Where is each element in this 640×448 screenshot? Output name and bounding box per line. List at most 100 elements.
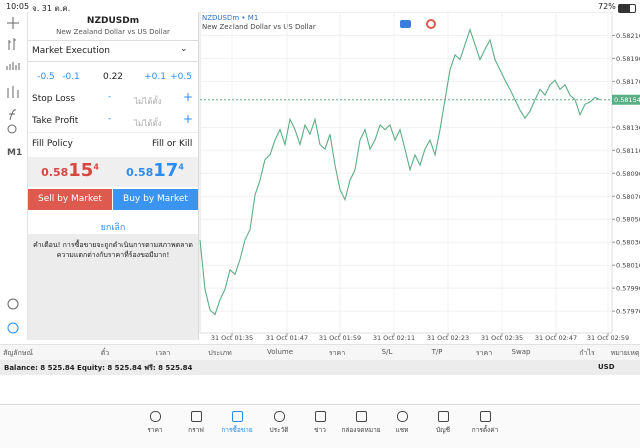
divider: [28, 132, 198, 133]
volume[interactable]: 0.22: [102, 72, 124, 82]
take-profit-minus[interactable]: -: [108, 114, 112, 124]
x-tick-label: 31 Oct 02:35: [481, 334, 523, 340]
one-click-icon[interactable]: [400, 20, 411, 28]
x-tick-label: 31 Oct 02:47: [535, 334, 577, 340]
tab-icon[interactable]: [438, 411, 449, 422]
ask-tail: 4: [178, 162, 184, 172]
x-tick-label: 31 Oct 01:59: [319, 334, 361, 340]
ask-main: 17: [153, 160, 179, 181]
tab-label[interactable]: แชท: [395, 426, 409, 434]
column-header: สัญลักษณ์: [3, 349, 33, 357]
bid-main: 15: [68, 160, 94, 181]
tab-label[interactable]: บัญชี: [435, 426, 451, 434]
status-time: 10:05: [6, 2, 30, 11]
tab-label[interactable]: ข่าว: [314, 426, 326, 434]
buy-button[interactable]: Buy by Market: [113, 189, 198, 210]
tab-label[interactable]: การตั้งค่า: [471, 426, 499, 434]
execution-type: Market Execution: [32, 46, 110, 56]
currency: USD: [598, 363, 615, 371]
column-header: ราคา: [475, 349, 493, 357]
tab-label[interactable]: การซื้อขาย: [221, 426, 253, 434]
column-header: S/L: [381, 348, 393, 356]
take-profit-value[interactable]: ไม่ได้ตั้ง: [134, 119, 162, 128]
step-button[interactable]: +0.1: [144, 72, 166, 82]
stop-loss-plus[interactable]: +: [183, 90, 194, 104]
tab-label[interactable]: กล่องจดหมาย: [341, 426, 381, 434]
order-description: New Zealand Dollar vs US Dollar: [56, 28, 170, 36]
bid-price: 0.58154: [41, 160, 99, 181]
bid-head: 0.58: [41, 166, 69, 179]
fill-policy-value[interactable]: Fill or Kill: [152, 139, 193, 149]
tab-label[interactable]: กราฟ: [188, 426, 204, 434]
step-button[interactable]: -0.5: [37, 72, 55, 82]
tab-label[interactable]: ประวัติ: [269, 426, 289, 434]
battery-icon: [618, 4, 636, 13]
chart-icon[interactable]: [426, 19, 436, 29]
tab-label[interactable]: ราคา: [147, 426, 163, 434]
cancel-button[interactable]: ยกเลิก: [100, 223, 126, 233]
timeframe[interactable]: M1: [7, 148, 23, 158]
status-date: จ. 31 ต.ค.: [32, 4, 71, 13]
column-header: กำไร: [579, 349, 595, 357]
column-header: Swap: [511, 348, 531, 356]
toolbar-icons: [6, 17, 20, 334]
sell-button[interactable]: Sell by Market: [28, 189, 112, 210]
battery: 72%: [598, 2, 616, 11]
warning-box: คำเตือน! การซื้อขายจะถูกดำเนินการตามสภาพ…: [28, 234, 198, 340]
column-header: Volume: [266, 348, 294, 356]
balance-row: Balance: 8 525.84 Equity: 8 525.84 ฟรี: …: [0, 360, 640, 375]
tab-icon[interactable]: [191, 411, 202, 422]
column-header: ตั๋ว: [100, 349, 110, 357]
ask-price: 0.58174: [126, 160, 184, 181]
chart-subtitle: New Zealand Dollar vs US Dollar: [202, 23, 316, 31]
execution-row[interactable]: Market Execution ⌄: [28, 40, 198, 62]
chart-title: NZDUSDm • M1: [202, 14, 258, 22]
tab-icon[interactable]: [232, 411, 243, 422]
stop-loss-minus[interactable]: -: [108, 92, 112, 102]
balance-text: Balance: 8 525.84 Equity: 8 525.84 ฟรี: …: [4, 364, 193, 372]
column-header: เวลา: [155, 349, 171, 357]
price-chart: NZDUSDm • M1 New Zealand Dollar vs US Do…: [199, 12, 640, 340]
step-button[interactable]: +0.5: [170, 72, 192, 82]
tab-icon[interactable]: [150, 411, 161, 422]
table-header: สัญลักษณ์ ตั๋ว เวลา ประเภท Volume ราคา S/L T/P ร…: [0, 344, 640, 361]
step-button[interactable]: -0.1: [62, 72, 80, 82]
stop-loss-label: Stop Loss: [32, 94, 76, 104]
tab-icon[interactable]: [356, 411, 367, 422]
x-tick-label: 31 Oct 02:23: [427, 334, 469, 340]
tab-icon[interactable]: [315, 411, 326, 422]
order-panel: NZDUSDm New Zealand Dollar vs US Dollar …: [28, 12, 199, 340]
plot-border: [199, 12, 613, 334]
warning-line: ความแตกต่างกับราคาที่ร้องขอมีมาก!: [56, 251, 170, 259]
fill-policy-label: Fill Policy: [32, 139, 73, 149]
tab-icon[interactable]: [397, 411, 408, 422]
take-profit-plus[interactable]: +: [183, 112, 194, 126]
order-symbol[interactable]: NZDUSDm: [86, 16, 140, 26]
tab-icon[interactable]: [480, 411, 491, 422]
x-tick-label: 31 Oct 02:59: [587, 334, 629, 340]
dropdown-arrow: ⌄: [180, 44, 188, 54]
current-price-tag: [612, 94, 640, 105]
stop-loss-value[interactable]: ไม่ได้ตั้ง: [134, 97, 162, 106]
current-price-label: 0.58154: [614, 96, 640, 104]
toolbar: M1: [0, 12, 28, 340]
tab-icon[interactable]: [274, 411, 285, 422]
x-tick-label: 31 Oct 01:47: [266, 334, 308, 340]
price-line: [199, 27, 601, 316]
column-header: หมายเหตุ: [610, 349, 640, 357]
price-box: 0.58154 0.58174: [28, 157, 198, 187]
tab-bar: ราคา กราฟ การซื้อขาย ประวัติ ข่าว กล่องจดหมาย…: [0, 404, 640, 448]
x-tick-label: 31 Oct 02:11: [373, 334, 415, 340]
column-header: T/P: [431, 348, 443, 356]
ask-head: 0.58: [126, 166, 154, 179]
